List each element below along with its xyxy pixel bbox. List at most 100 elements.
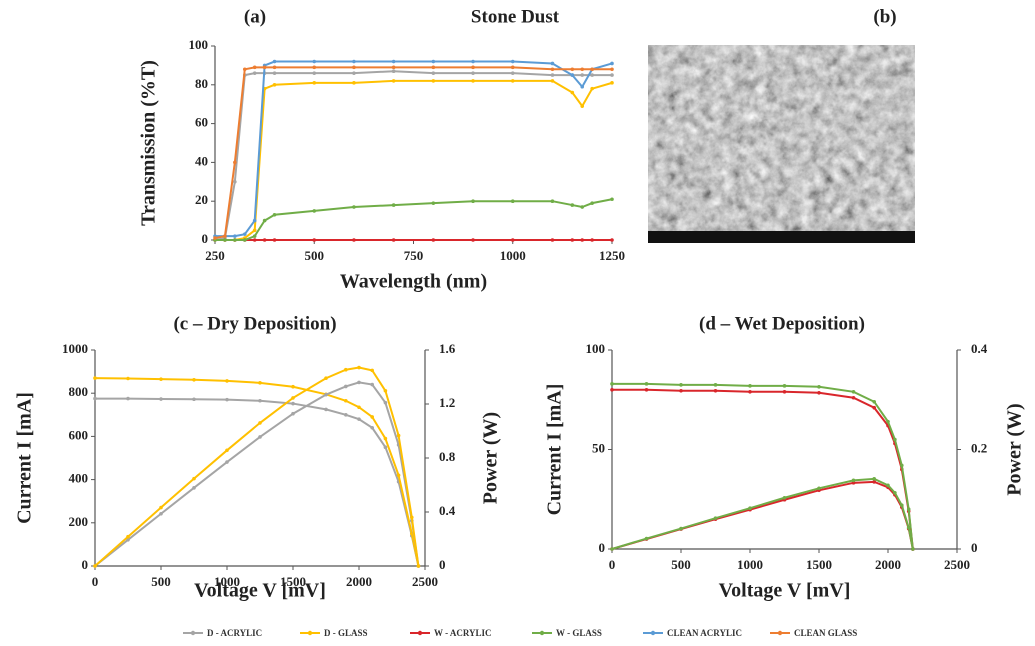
data-point bbox=[893, 438, 897, 442]
data-point bbox=[159, 512, 163, 516]
data-point bbox=[900, 503, 904, 507]
data-point bbox=[126, 535, 130, 539]
data-point bbox=[233, 238, 237, 242]
data-point bbox=[291, 402, 295, 406]
data-point bbox=[243, 232, 247, 236]
x-tick-label: 1000 bbox=[737, 557, 763, 572]
data-point bbox=[610, 238, 614, 242]
data-point bbox=[580, 85, 584, 89]
data-point bbox=[225, 379, 229, 383]
y2-tick-label: 0.4 bbox=[439, 503, 456, 518]
data-point bbox=[679, 389, 683, 393]
panel-label: (a) bbox=[244, 6, 266, 27]
y-axis-title: Current I [mA] bbox=[544, 384, 566, 516]
y-tick-label: 200 bbox=[69, 514, 89, 529]
data-point bbox=[911, 547, 915, 551]
data-point bbox=[357, 417, 361, 421]
y-tick-label: 100 bbox=[586, 341, 606, 356]
y-tick-label: 1000 bbox=[62, 341, 88, 356]
x-tick-label: 0 bbox=[609, 557, 616, 572]
data-point bbox=[392, 203, 396, 207]
data-point bbox=[817, 391, 821, 395]
data-point bbox=[610, 62, 614, 66]
data-point bbox=[312, 60, 316, 64]
data-point bbox=[263, 238, 267, 242]
y-tick-label: 20 bbox=[195, 192, 208, 207]
data-point bbox=[886, 484, 890, 488]
data-point bbox=[783, 390, 787, 394]
data-point bbox=[551, 199, 555, 203]
y2-tick-label: 0.2 bbox=[971, 440, 987, 455]
data-point bbox=[580, 205, 584, 209]
x-tick-label: 1000 bbox=[500, 248, 526, 263]
data-point bbox=[872, 406, 876, 410]
data-point bbox=[817, 385, 821, 389]
data-point bbox=[344, 399, 348, 403]
x-tick-label: 0 bbox=[92, 574, 99, 589]
y-tick-label: 0 bbox=[82, 557, 89, 572]
data-point bbox=[384, 389, 388, 393]
data-point bbox=[312, 238, 316, 242]
data-point bbox=[370, 369, 374, 373]
legend-label: CLEAN GLASS bbox=[794, 628, 857, 638]
data-point bbox=[432, 238, 436, 242]
data-point bbox=[610, 388, 614, 392]
x-tick-label: 500 bbox=[151, 574, 171, 589]
data-point bbox=[291, 412, 295, 416]
legend-label: CLEAN ACRYLIC bbox=[667, 628, 742, 638]
data-point bbox=[511, 66, 515, 70]
y-tick-label: 0 bbox=[202, 231, 209, 246]
data-point bbox=[352, 60, 356, 64]
data-point bbox=[352, 238, 356, 242]
data-point bbox=[370, 415, 374, 419]
data-point bbox=[679, 527, 683, 531]
data-point bbox=[571, 67, 575, 71]
data-point bbox=[192, 486, 196, 490]
y-tick-label: 100 bbox=[189, 37, 209, 52]
data-point bbox=[324, 376, 328, 380]
data-point bbox=[253, 238, 257, 242]
data-point bbox=[852, 396, 856, 400]
data-point bbox=[192, 397, 196, 401]
data-point bbox=[384, 401, 388, 405]
data-point bbox=[233, 180, 237, 184]
data-point bbox=[511, 60, 515, 64]
x-tick-label: 2500 bbox=[944, 557, 970, 572]
data-point bbox=[384, 437, 388, 441]
data-point bbox=[645, 382, 649, 386]
data-point bbox=[384, 445, 388, 449]
data-point bbox=[432, 79, 436, 83]
data-point bbox=[432, 66, 436, 70]
data-point bbox=[432, 71, 436, 75]
data-point bbox=[192, 477, 196, 481]
data-point bbox=[273, 238, 277, 242]
data-point bbox=[610, 81, 614, 85]
data-point bbox=[324, 393, 328, 397]
data-point bbox=[417, 564, 421, 568]
data-point bbox=[159, 377, 163, 381]
x-tick-label: 750 bbox=[404, 248, 424, 263]
data-point bbox=[357, 366, 361, 370]
data-point bbox=[783, 496, 787, 500]
data-point bbox=[432, 60, 436, 64]
sem-image bbox=[648, 45, 915, 243]
data-point bbox=[273, 83, 277, 87]
data-point bbox=[263, 66, 267, 70]
data-point bbox=[291, 385, 295, 389]
data-point bbox=[571, 203, 575, 207]
y-tick-label: 50 bbox=[592, 440, 605, 455]
data-point bbox=[344, 385, 348, 389]
y-tick-label: 40 bbox=[195, 153, 208, 168]
data-point bbox=[580, 67, 584, 71]
data-point bbox=[253, 234, 257, 238]
data-point bbox=[590, 73, 594, 77]
data-point bbox=[126, 377, 130, 381]
data-point bbox=[192, 378, 196, 382]
data-point bbox=[344, 413, 348, 417]
data-point bbox=[748, 506, 752, 510]
data-point bbox=[258, 435, 262, 439]
legend-label: W - ACRYLIC bbox=[434, 628, 492, 638]
y2-tick-label: 0 bbox=[971, 540, 978, 555]
data-point bbox=[273, 71, 277, 75]
data-point bbox=[471, 238, 475, 242]
